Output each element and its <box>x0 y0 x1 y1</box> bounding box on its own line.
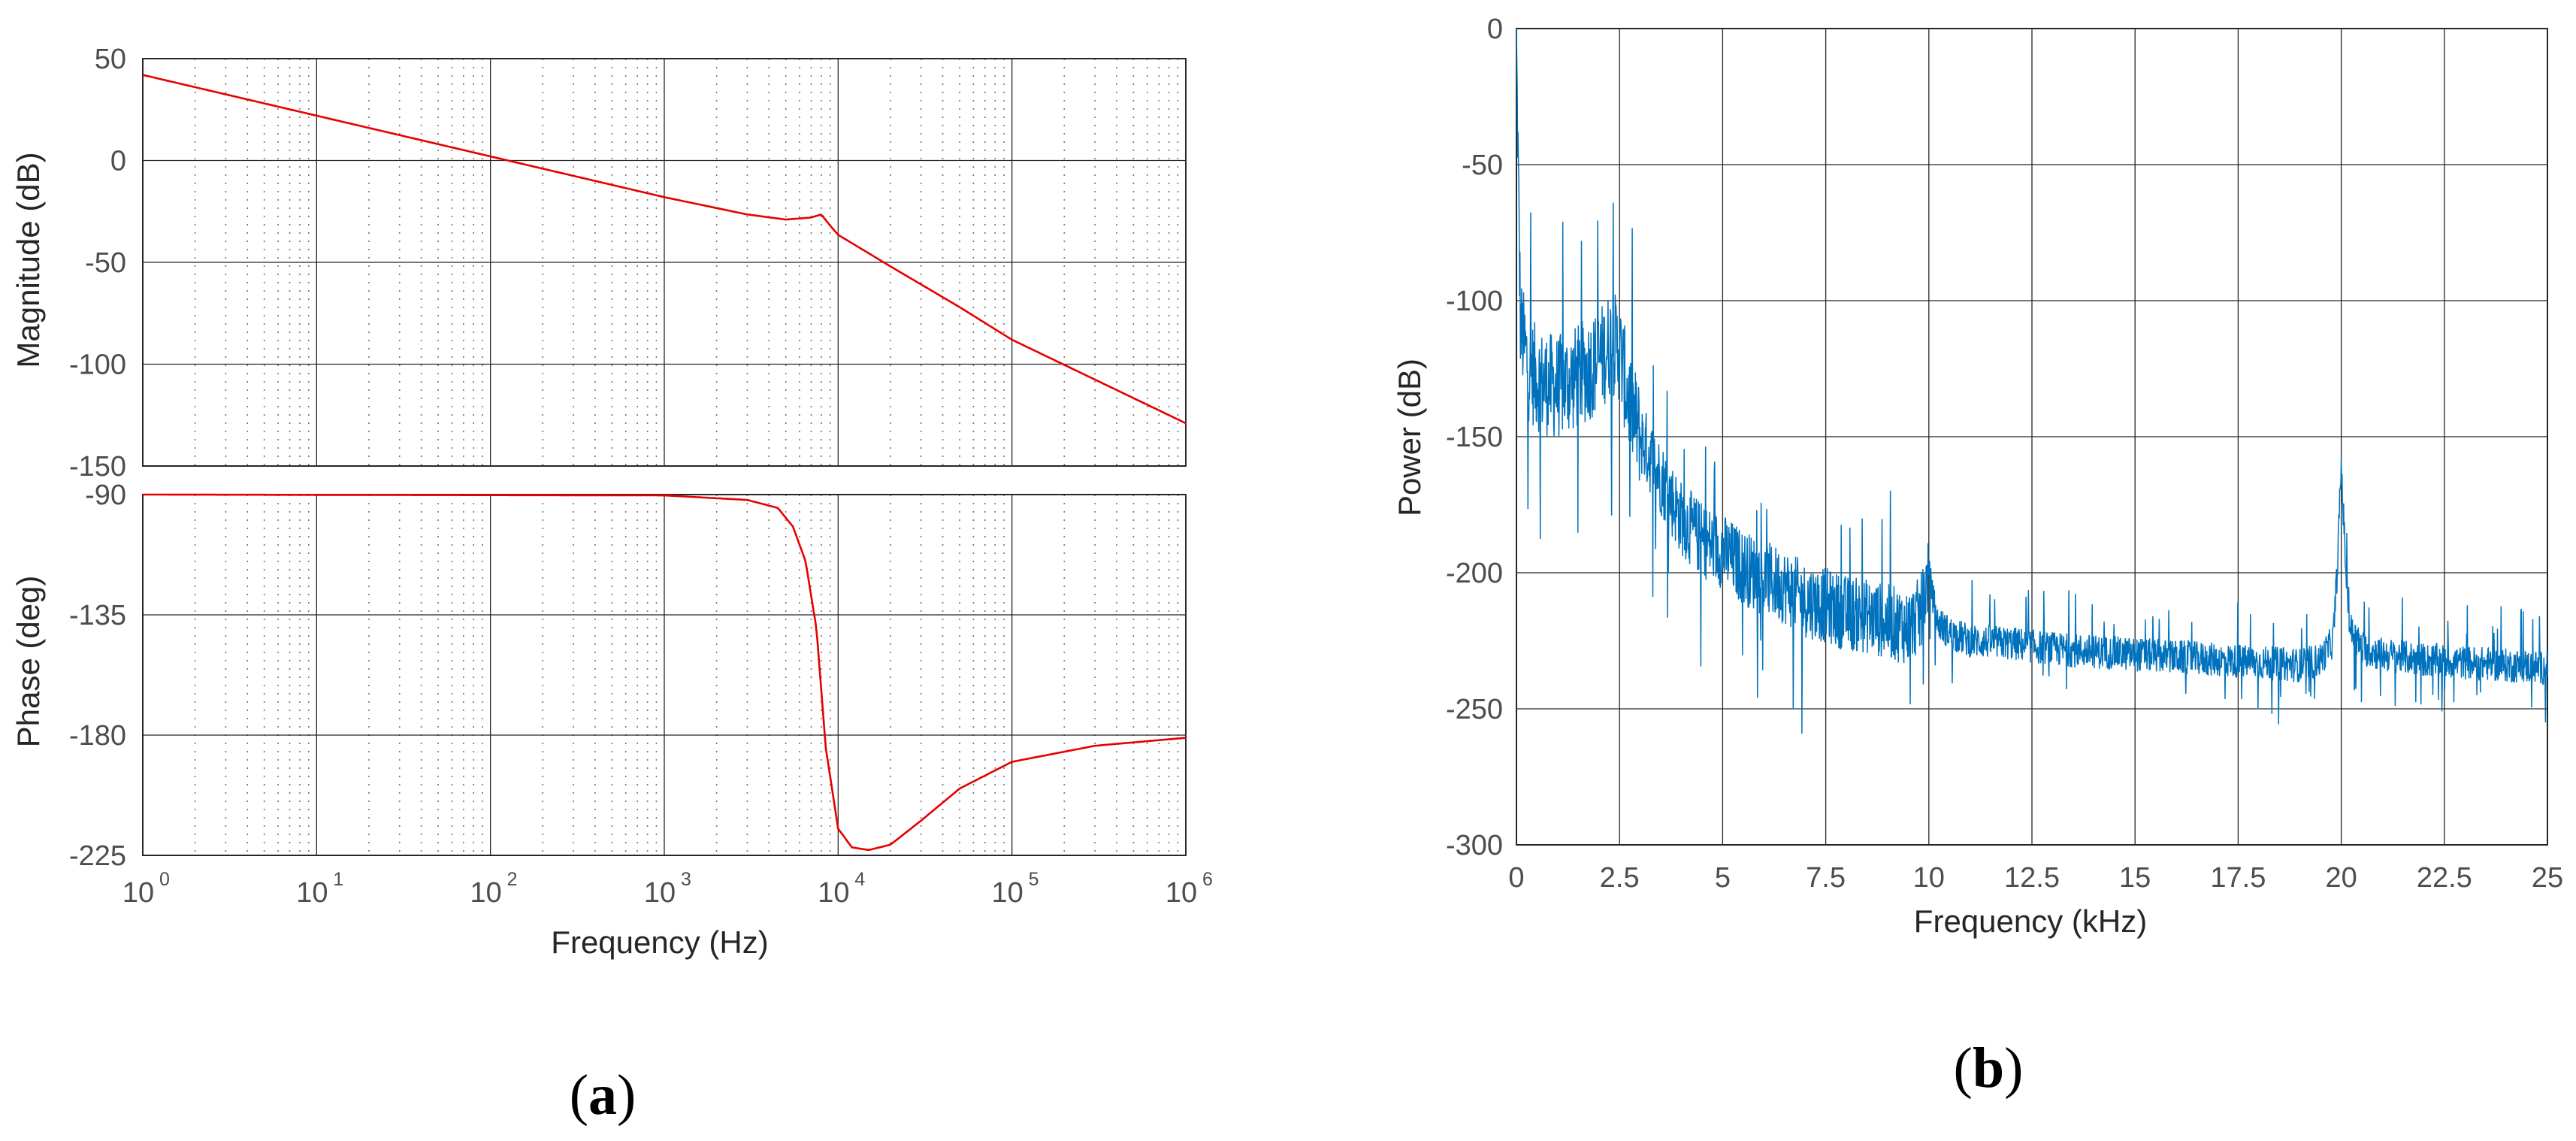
power-x-tick-label: 15 <box>2119 862 2151 894</box>
phase-y-axis-label: Phase (deg) <box>11 576 46 748</box>
panel-label-b-letter: b <box>1973 1037 2004 1100</box>
phase-x-tick-exponent: 5 <box>1029 869 1039 890</box>
power-x-tick-label: 22.5 <box>2417 862 2472 894</box>
panel-label-b: (b) <box>1954 1037 2024 1100</box>
phase-y-tick-label: -180 <box>69 720 126 752</box>
magnitude-y-tick-label: 0 <box>110 146 126 177</box>
magnitude-trace <box>142 74 1187 425</box>
phase-y-tick-label: -225 <box>69 840 126 872</box>
panel-label-a-close-paren: ) <box>617 1064 636 1127</box>
phase-x-tick-label: 10 <box>818 877 849 909</box>
power-y-tick-label: 0 <box>1487 14 1503 45</box>
power-trace <box>1516 28 2548 734</box>
phase-x-tick-exponent: 2 <box>507 869 518 890</box>
phase-x-tick-exponent: 0 <box>159 869 170 890</box>
phase-x-tick-exponent: 3 <box>681 869 691 890</box>
bode-x-axis-label: Frequency (Hz) <box>551 925 768 960</box>
power-x-tick-label: 0 <box>1508 862 1524 894</box>
panel-label-b-close-paren: ) <box>2004 1037 2023 1100</box>
magnitude-y-tick-label: 50 <box>95 44 126 75</box>
panel-label-a: (a) <box>570 1064 636 1127</box>
power-y-tick-label: -100 <box>1446 286 1503 317</box>
power-y-tick-label: -250 <box>1446 694 1503 725</box>
magnitude-y-axis-label: Magnitude (dB) <box>11 152 46 368</box>
magnitude-y-tick-label: -150 <box>69 451 126 483</box>
phase-x-tick-label: 10 <box>296 877 328 909</box>
phase-x-tick-label: 10 <box>1166 877 1197 909</box>
power-x-tick-label: 5 <box>1715 862 1731 894</box>
power-x-tick-label: 17.5 <box>2210 862 2266 894</box>
power-x-tick-label: 20 <box>2325 862 2357 894</box>
phase-x-tick-exponent: 1 <box>333 869 343 890</box>
power-y-tick-label: -300 <box>1446 830 1503 861</box>
power-y-tick-label: -150 <box>1446 422 1503 453</box>
power-x-tick-label: 7.5 <box>1806 862 1846 894</box>
phase-x-tick-label: 10 <box>122 877 154 909</box>
panel-label-a-open-paren: ( <box>570 1064 588 1127</box>
phase-y-tick-label: -90 <box>85 480 126 511</box>
panel-label-b-open-paren: ( <box>1954 1037 1973 1100</box>
phase-x-tick-label: 10 <box>644 877 676 909</box>
power-y-axis-label: Power (dB) <box>1392 359 1427 516</box>
phase-x-tick-label: 10 <box>470 877 502 909</box>
power-x-tick-label: 10 <box>1913 862 1945 894</box>
magnitude-y-tick-label: -100 <box>69 350 126 381</box>
phase-x-tick-label: 10 <box>992 877 1023 909</box>
power-x-tick-label: 2.5 <box>1600 862 1640 894</box>
power-frame <box>1516 28 2548 846</box>
magnitude-plot: 50 0 -50 -100 -150 <box>69 44 1187 483</box>
power-y-tick-label: -200 <box>1446 558 1503 589</box>
power-x-tick-label: 25 <box>2532 862 2563 894</box>
magnitude-frame <box>142 58 1187 467</box>
power-y-tick-label: -50 <box>1462 150 1503 181</box>
phase-x-tick-exponent: 6 <box>1202 869 1213 890</box>
power-x-axis-label: Frequency (kHz) <box>1914 903 2147 939</box>
magnitude-y-tick-label: -50 <box>85 247 126 279</box>
phase-x-tick-exponent: 4 <box>854 869 865 890</box>
phase-y-tick-label: -135 <box>69 600 126 631</box>
power-x-tick-label: 12.5 <box>2004 862 2060 894</box>
power-spectrum-plot: 0 2.5 5 7.5 10 12.5 15 17.5 20 22.5 25 0 -50 -100 -150… <box>1446 14 2563 894</box>
panel-label-a-letter: a <box>588 1064 617 1127</box>
phase-trace <box>143 493 1187 851</box>
